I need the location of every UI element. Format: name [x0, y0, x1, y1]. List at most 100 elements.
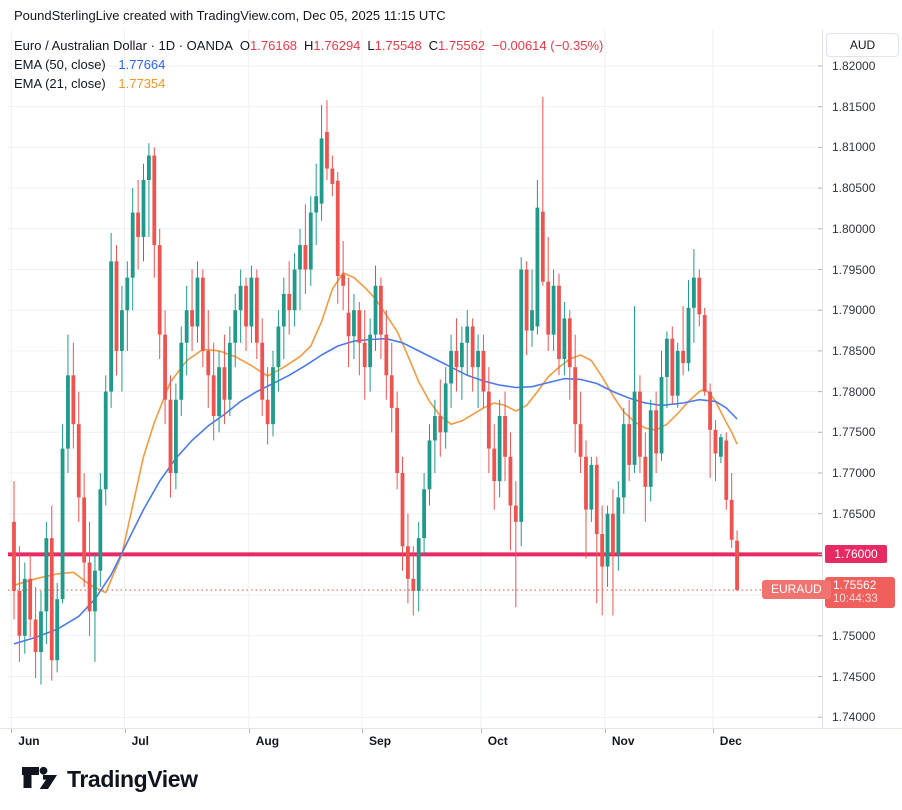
- candle: [648, 399, 653, 502]
- candle: [335, 171, 340, 304]
- candle: [76, 391, 81, 522]
- tradingview-logo-text: TradingView: [67, 765, 198, 792]
- price-tick-label: 1.82000: [832, 59, 876, 73]
- candle: [384, 310, 389, 400]
- candle: [713, 420, 718, 482]
- candle: [406, 513, 410, 604]
- time-axis-tick: [362, 729, 364, 733]
- month-label: Aug: [255, 734, 280, 748]
- candle: [357, 302, 362, 376]
- time-axis-tick: [248, 729, 250, 733]
- candle: [200, 269, 205, 368]
- candle: [578, 391, 583, 473]
- candle: [12, 481, 16, 620]
- candle: [654, 391, 659, 473]
- candle: [546, 236, 551, 351]
- candle: [470, 318, 475, 392]
- change-value: −0.00614 (−0.35%): [492, 38, 604, 53]
- candle: [513, 481, 518, 608]
- candle: [611, 489, 615, 616]
- candle: [573, 334, 578, 453]
- ohlc-close: C1.75562: [428, 38, 486, 53]
- candle: [190, 269, 194, 351]
- candle: [459, 326, 464, 400]
- chart-legend: Euro / Australian Dollar · 1D · OANDA O1.…: [14, 36, 603, 93]
- ohlc-open: O1.76168: [239, 38, 298, 53]
- candle: [686, 280, 691, 372]
- candle: [130, 188, 135, 311]
- candle: [227, 326, 232, 417]
- month-label: Sep: [369, 734, 392, 748]
- ohlc-low: L1.75548: [367, 38, 422, 53]
- ohlc-high: H1.76294: [304, 38, 361, 53]
- last-price-badge: 1.75562 10:44:33: [825, 577, 895, 609]
- candle: [432, 399, 437, 473]
- candle: [697, 269, 702, 327]
- candle: [346, 277, 351, 368]
- price-tick-label: 1.80500: [832, 181, 876, 196]
- candle: [497, 399, 502, 498]
- candle: [260, 318, 265, 417]
- candle: [60, 424, 65, 604]
- price-scale[interactable]: AUD 1.76000 1.75562 10:44:33 1.82000 1.81…: [822, 30, 902, 728]
- candle: [147, 143, 151, 237]
- candle: [217, 350, 221, 433]
- candle: [98, 473, 103, 587]
- price-tick-label: 1.74000: [832, 710, 876, 725]
- candle: [411, 546, 416, 616]
- time-scale[interactable]: Jun Jul Aug Sep Oct Nov Dec: [0, 728, 902, 753]
- candle: [524, 261, 529, 355]
- tradingview-logo: TradingView: [22, 763, 198, 795]
- candle: [249, 265, 254, 343]
- candle: [28, 554, 33, 638]
- candle: [298, 228, 302, 311]
- price-tick-label: 1.75000: [832, 628, 876, 643]
- candle: [136, 179, 141, 270]
- time-axis-tick: [11, 729, 13, 733]
- candle: [120, 285, 124, 392]
- price-tick-label: 1.79500: [832, 262, 876, 277]
- candle: [503, 391, 507, 482]
- candle: [681, 306, 686, 376]
- candle: [103, 375, 108, 506]
- candle: [438, 379, 443, 457]
- ema21-value: 1.77354: [118, 76, 166, 91]
- price-chart[interactable]: [0, 30, 822, 728]
- price-tick-label: 1.80000: [832, 221, 876, 236]
- ema-50-line: [13, 337, 738, 645]
- candle: [659, 350, 664, 461]
- candle: [211, 342, 216, 441]
- candle: [362, 310, 367, 400]
- candle: [368, 318, 373, 392]
- month-label: Jul: [131, 734, 149, 748]
- candle: [519, 257, 524, 547]
- tradingview-logo-icon: [22, 766, 57, 789]
- candle: [449, 334, 453, 408]
- candle: [254, 269, 259, 360]
- candle: [233, 293, 238, 368]
- candle: [244, 277, 248, 351]
- candle: [718, 433, 723, 464]
- candle: [71, 342, 76, 449]
- candle: [454, 318, 459, 392]
- ema50-value: 1.77664: [118, 57, 166, 72]
- candle: [287, 261, 292, 335]
- symbol-row: Euro / Australian Dollar · 1D · OANDA O1.…: [14, 36, 603, 55]
- time-axis-tick: [124, 729, 126, 733]
- candle: [314, 163, 319, 246]
- candle: [55, 582, 60, 673]
- candle: [540, 96, 545, 286]
- candle: [168, 375, 173, 498]
- candle: [352, 293, 356, 360]
- candle: [292, 253, 297, 327]
- candle: [476, 334, 480, 408]
- chart-widget: Euro / Australian Dollar · 1D · OANDA O1.…: [0, 30, 902, 753]
- indicator-row-ema21: EMA (21, close) 1.77354: [14, 74, 603, 93]
- candle: [341, 241, 346, 311]
- currency-unit-button[interactable]: AUD: [826, 33, 899, 57]
- month-label: Nov: [611, 734, 635, 748]
- symbol-title: Euro / Australian Dollar · 1D · OANDA: [14, 38, 233, 53]
- grid-layer: [8, 30, 822, 728]
- candle: [632, 306, 637, 473]
- last-price-text: 1.75562: [833, 578, 877, 593]
